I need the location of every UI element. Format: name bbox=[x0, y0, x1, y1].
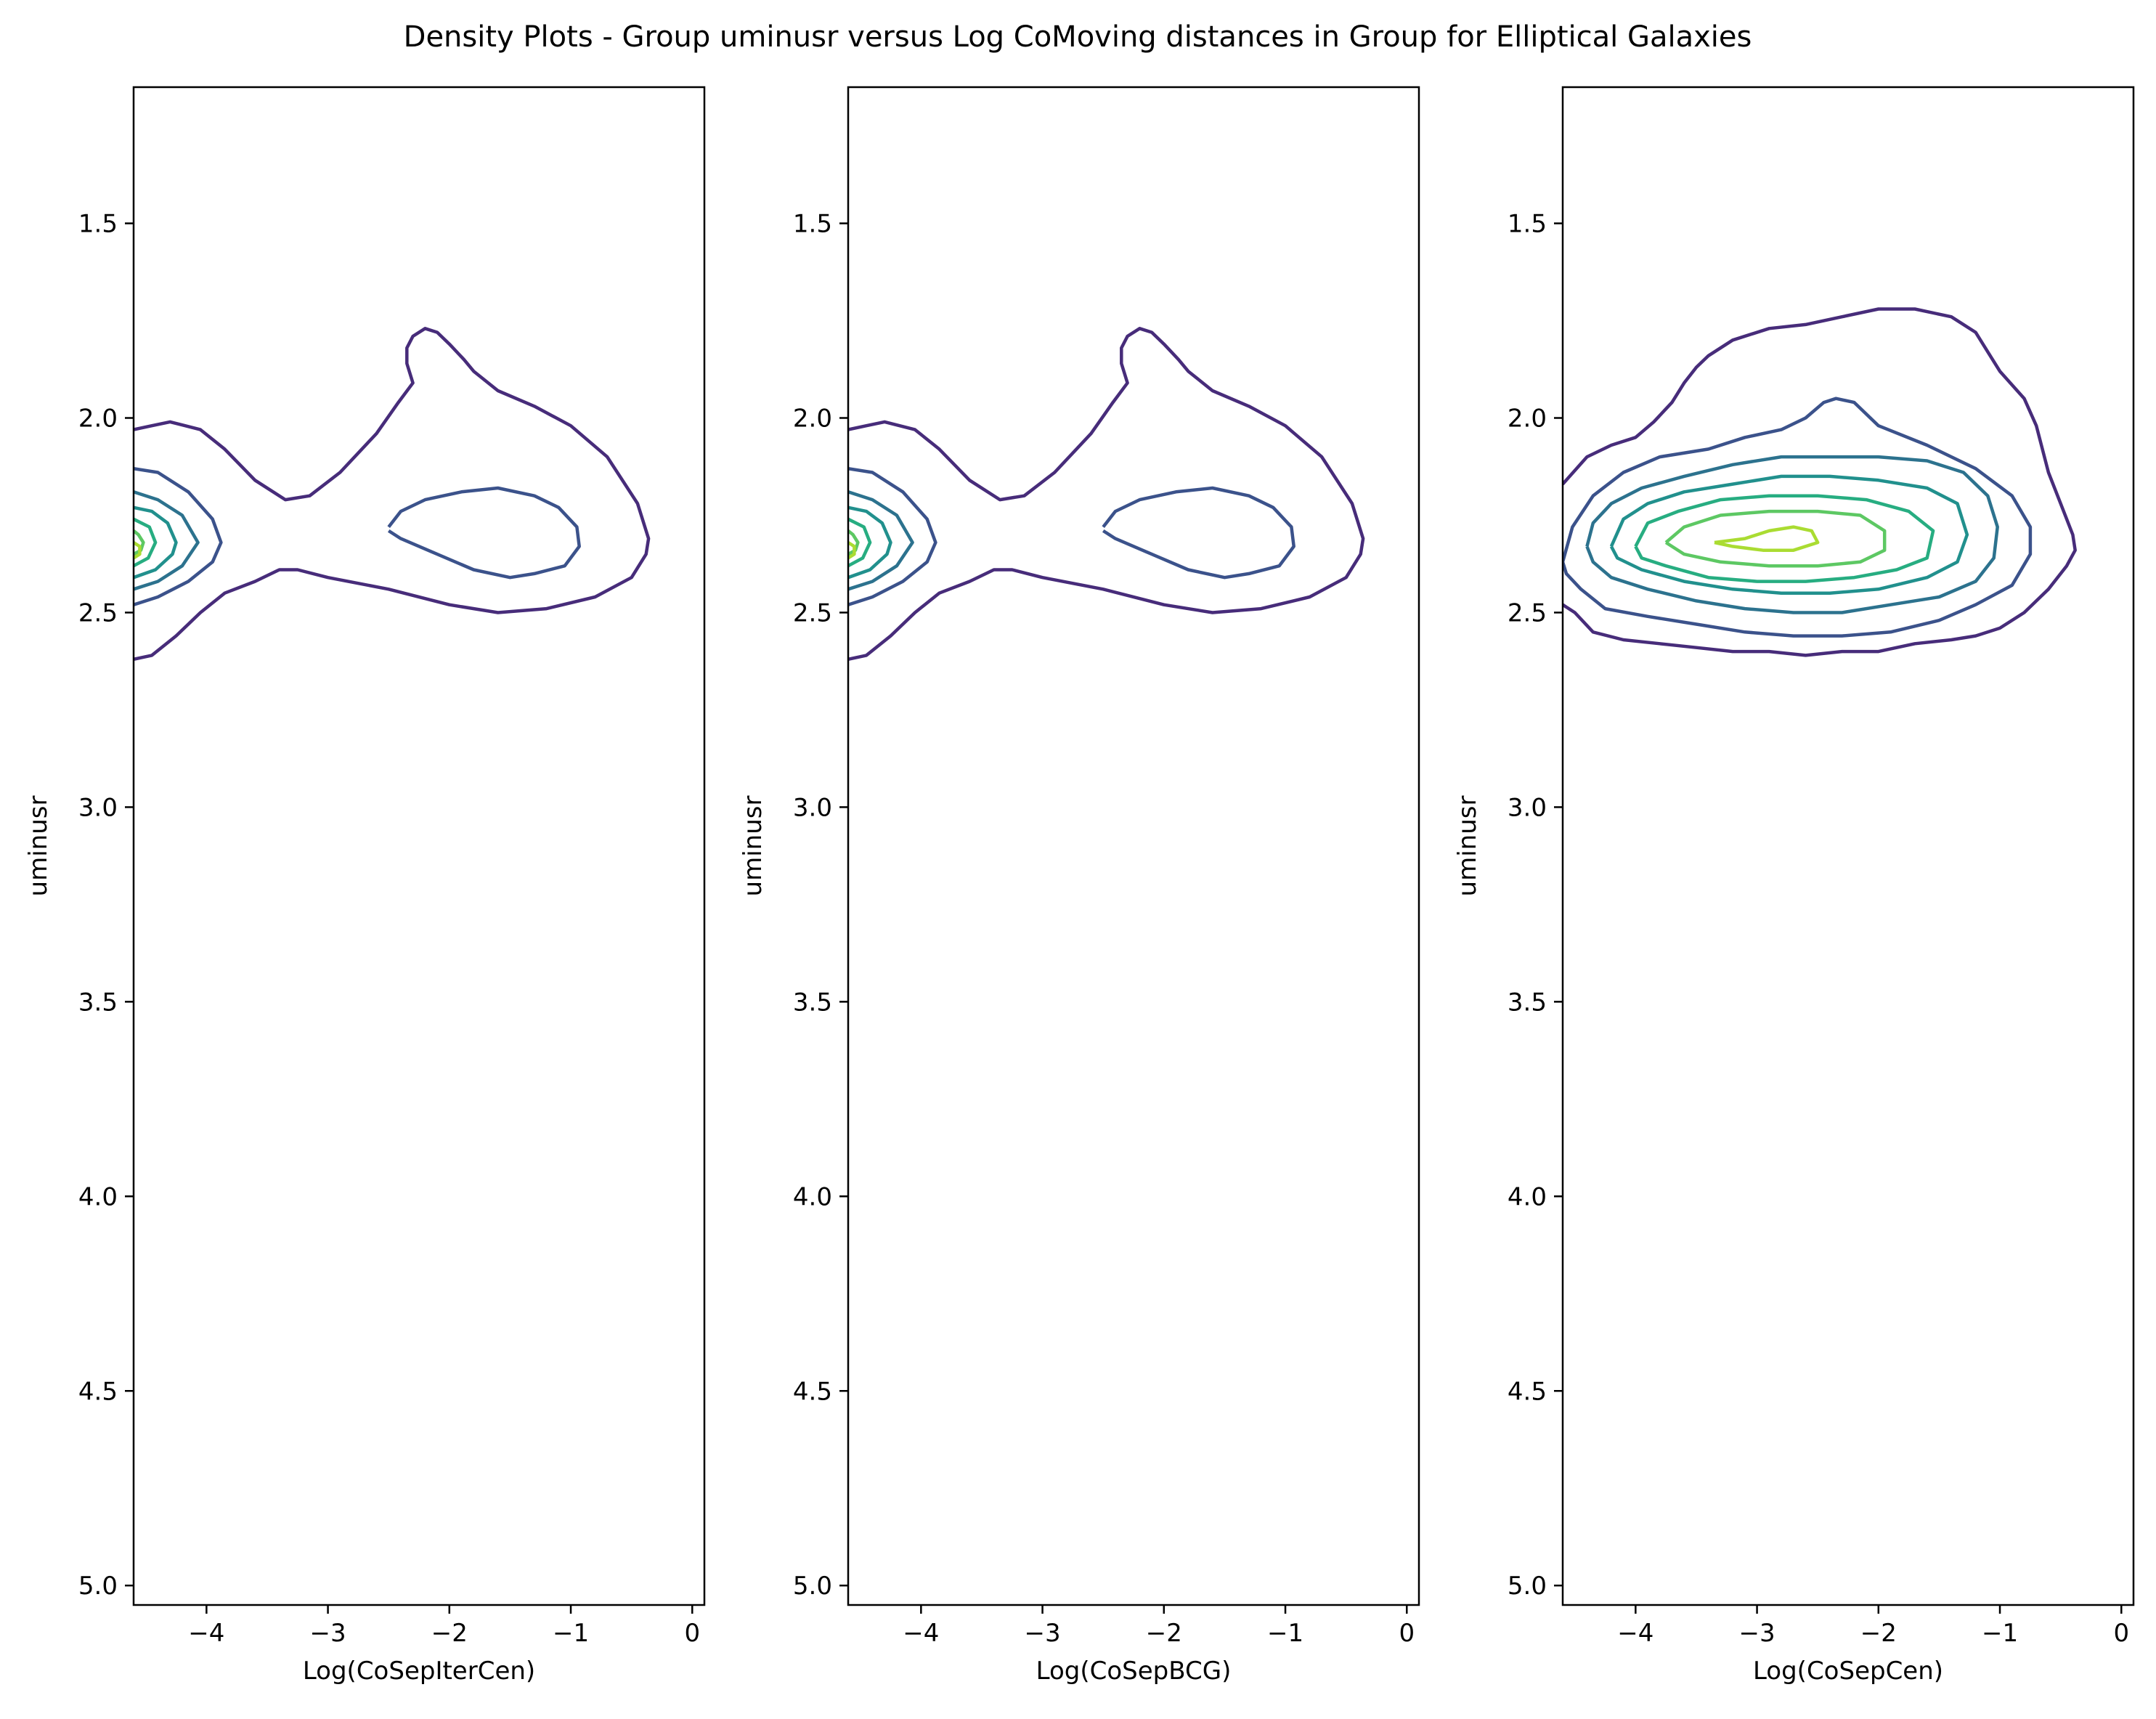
x-tick-label: −4 bbox=[1617, 1619, 1653, 1648]
panel-3: −4 −3 −2 −1 0 1.5 2.0 2.5 3.0 3.5 4.0 4.5 5.0 Log(CoS… bbox=[1453, 86, 2135, 1686]
figure-title: Density Plots - Group uminusr versus Log… bbox=[404, 20, 1752, 54]
x-tick-label: −1 bbox=[553, 1619, 589, 1648]
contour-group bbox=[848, 327, 1365, 661]
contour-line-5 bbox=[134, 505, 178, 580]
x-axis-label: Log(CoSepBCG) bbox=[1036, 1657, 1232, 1686]
axes-frame bbox=[132, 86, 706, 1606]
y-tick-label: 2.5 bbox=[793, 598, 832, 627]
y-tick-label: 4.0 bbox=[1508, 1182, 1547, 1211]
y-tick-label: 2.0 bbox=[78, 405, 118, 434]
y-tick-label: 4.0 bbox=[793, 1182, 832, 1211]
contour-line-7 bbox=[1714, 525, 1820, 552]
contour-line-3 bbox=[848, 466, 937, 606]
y-tick-label: 3.0 bbox=[78, 793, 118, 822]
contour-line-1 bbox=[1563, 307, 2077, 657]
y-tick-label: 1.5 bbox=[78, 210, 118, 239]
contour-line-2 bbox=[387, 486, 581, 580]
x-tick-label: −1 bbox=[1267, 1619, 1303, 1648]
y-tick-label: 1.5 bbox=[793, 210, 832, 239]
x-tick-label: −1 bbox=[1982, 1619, 2018, 1648]
y-axis-label: uminusr bbox=[739, 796, 768, 897]
x-tick-label: −3 bbox=[1739, 1619, 1775, 1648]
y-axis-label: uminusr bbox=[1453, 796, 1482, 897]
contour-line-1 bbox=[134, 327, 651, 661]
contour-line-1 bbox=[848, 327, 1365, 661]
x-tick-label: −2 bbox=[1146, 1619, 1182, 1648]
y-tick-label: 4.5 bbox=[793, 1377, 832, 1406]
contour-line-8 bbox=[848, 541, 856, 560]
y-tick-label: 2.5 bbox=[78, 598, 118, 627]
contour-line-6 bbox=[848, 517, 872, 568]
y-tick-label: 5.0 bbox=[1508, 1572, 1547, 1601]
y-tick-label: 5.0 bbox=[78, 1572, 118, 1601]
y-tick-label: 1.5 bbox=[1508, 210, 1547, 239]
y-tick-label: 4.0 bbox=[78, 1182, 118, 1211]
y-tick-label: 3.0 bbox=[1508, 793, 1547, 822]
panel-2: −4 −3 −2 −1 0 1.5 2.0 2.5 3.0 3.5 4.0 4.5 5.0 Log(CoS… bbox=[739, 86, 1420, 1686]
y-tick-label: 3.5 bbox=[78, 988, 118, 1017]
contour-line-4 bbox=[1609, 474, 1969, 595]
contour-line-4 bbox=[848, 490, 914, 591]
x-tick-label: −4 bbox=[903, 1619, 939, 1648]
x-tick-label: −2 bbox=[431, 1619, 468, 1648]
x-tick-label: −3 bbox=[310, 1619, 346, 1648]
y-tick-label: 5.0 bbox=[793, 1572, 832, 1601]
y-tick-label: 2.0 bbox=[793, 405, 832, 434]
contour-group bbox=[1563, 307, 2077, 657]
y-axis-label: uminusr bbox=[24, 796, 53, 897]
y-tick-label: 3.5 bbox=[1508, 988, 1547, 1017]
y-tick-label: 2.0 bbox=[1508, 405, 1547, 434]
contour-line-2 bbox=[1102, 486, 1295, 580]
y-tick-label: 4.5 bbox=[78, 1377, 118, 1406]
x-axis-label: Log(CoSepIterCen) bbox=[303, 1657, 535, 1686]
contour-line-5 bbox=[848, 505, 892, 580]
contour-group bbox=[134, 327, 651, 661]
x-tick-label: 0 bbox=[684, 1619, 700, 1648]
x-tick-label: −3 bbox=[1025, 1619, 1061, 1648]
panels-container: −4 −3 −2 −1 0 1.5 2.0 2.5 3.0 3.5 4.0 4.5 5.0 Log(CoS… bbox=[24, 86, 2135, 1686]
axes-frame bbox=[847, 86, 1420, 1606]
contour-line-3 bbox=[1585, 455, 1999, 614]
contour-line-6 bbox=[134, 517, 158, 568]
axes-frame bbox=[1561, 86, 2135, 1606]
contour-line-4 bbox=[134, 490, 200, 591]
x-tick-label: 0 bbox=[2113, 1619, 2129, 1648]
contour-line-2 bbox=[1563, 397, 2033, 638]
y-tick-label: 3.5 bbox=[793, 988, 832, 1017]
y-tick-label: 4.5 bbox=[1508, 1377, 1547, 1406]
panel-1: −4 −3 −2 −1 0 1.5 2.0 2.5 3.0 3.5 4.0 4.5 5.0 Log(CoS… bbox=[24, 86, 706, 1686]
y-tick-label: 2.5 bbox=[1508, 598, 1547, 627]
x-tick-label: −4 bbox=[188, 1619, 224, 1648]
contour-line-5 bbox=[1634, 494, 1935, 583]
x-axis-label: Log(CoSepCen) bbox=[1753, 1657, 1943, 1686]
contour-line-3 bbox=[134, 466, 223, 606]
x-tick-label: −2 bbox=[1860, 1619, 1897, 1648]
contour-line-6 bbox=[1664, 509, 1887, 568]
x-tick-label: 0 bbox=[1399, 1619, 1415, 1648]
contour-line-8 bbox=[134, 541, 142, 560]
y-tick-label: 3.0 bbox=[793, 793, 832, 822]
